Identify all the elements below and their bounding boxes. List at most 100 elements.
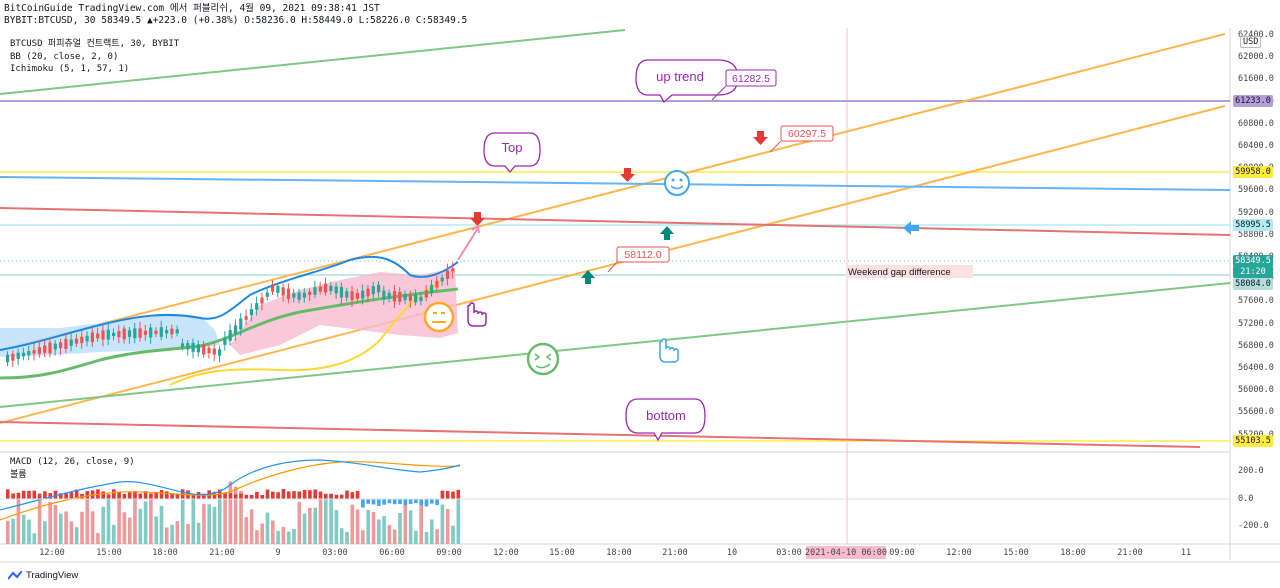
tradingview-logo[interactable]: TradingView — [8, 570, 78, 581]
arrow-down-icon[interactable] — [753, 131, 768, 145]
price-label-58112[interactable]: 58112.0 — [607, 246, 670, 273]
volume-bar — [286, 531, 291, 544]
orange-lower-channel[interactable] — [0, 105, 1226, 424]
macd-histogram-bar — [408, 499, 413, 504]
volume-bar — [207, 504, 211, 544]
volume-bar — [101, 506, 105, 544]
arrow-down-icon[interactable] — [470, 212, 485, 226]
price-tick: 58800.0 — [1238, 229, 1274, 240]
green-lower-trendline[interactable] — [0, 282, 1231, 408]
macd-histogram-bar — [228, 493, 233, 499]
candle-body — [202, 344, 206, 355]
candle-body — [339, 286, 344, 298]
macd-histogram-bar — [286, 491, 291, 499]
volume-bar — [249, 509, 254, 544]
up-trend-callout[interactable]: up trend — [635, 59, 739, 104]
price-tick: 57600.0 — [1238, 296, 1274, 307]
candle-body — [255, 303, 259, 310]
volume-bar — [16, 495, 21, 544]
time-tick: 09:00 — [889, 548, 915, 558]
macd-histogram-bar — [276, 492, 280, 499]
macd-histogram-bar — [339, 494, 344, 499]
macd-histogram-bar — [11, 493, 15, 499]
volume-bar — [32, 533, 37, 544]
volume-bar — [377, 519, 381, 544]
volume-bar — [408, 510, 413, 544]
bb-legend[interactable]: BB (20, close, 2, 0) — [10, 52, 119, 62]
arrow-up-icon[interactable] — [581, 270, 595, 284]
symbol-legend[interactable]: BTCUSD 퍼피츄얼 컨트랙트, 30, BYBIT — [10, 39, 180, 49]
macd-histogram-bar — [170, 493, 174, 499]
macd-histogram-bar — [424, 499, 429, 507]
volume-bar — [154, 516, 158, 544]
candle-body — [377, 284, 381, 293]
green-upper-trendline[interactable] — [0, 29, 626, 95]
axis-price-label[interactable]: 21:20 — [1233, 266, 1273, 278]
bottom-callout[interactable]: bottom — [625, 398, 706, 442]
arrow-down-icon[interactable] — [620, 168, 635, 182]
pointing-hand-icon[interactable] — [467, 302, 487, 327]
smiley-neutral-icon[interactable] — [423, 301, 455, 333]
price-label-61282[interactable]: 61282.5 — [711, 69, 777, 101]
time-tick: 11 — [1180, 548, 1192, 558]
volume-bar — [186, 524, 190, 544]
top-callout[interactable]: Top — [483, 132, 541, 174]
candle-body — [196, 344, 200, 353]
pink-arrow-line[interactable] — [457, 227, 479, 261]
volume-bar — [239, 490, 243, 544]
currency-label[interactable]: USD — [1240, 36, 1262, 48]
price-tick: 62000.0 — [1238, 52, 1274, 63]
macd-histogram-bar — [440, 490, 445, 499]
arrow-up-icon[interactable] — [660, 226, 674, 240]
candle-body — [154, 330, 158, 334]
candle-body — [101, 330, 105, 340]
candle-body — [90, 332, 94, 343]
volume-bar — [233, 486, 238, 544]
axis-price-label[interactable]: 55103.5 — [1233, 435, 1273, 447]
volume-bar — [196, 522, 201, 544]
axis-price-label[interactable]: 58084.0 — [1233, 278, 1273, 290]
price-tick: 56400.0 — [1238, 363, 1274, 373]
candle-body — [271, 284, 275, 292]
candle-body — [292, 293, 296, 298]
candle-body — [345, 291, 349, 298]
volume-bar — [6, 520, 10, 544]
macd-histogram-bar — [74, 489, 79, 499]
axis-price-label[interactable]: 59958.0 — [1233, 166, 1273, 178]
candle-body — [281, 287, 285, 296]
svg-text:61282.5: 61282.5 — [732, 73, 770, 85]
macd-legend[interactable]: MACD (12, 26, close, 9) — [10, 457, 135, 467]
volume-bar — [228, 481, 233, 544]
publish-info: BitCoinGuide TradingView.com 에서 퍼블리쉬, 4월… — [4, 3, 380, 14]
smiley-happy-icon[interactable] — [664, 170, 690, 196]
volume-bar — [392, 529, 397, 544]
volume-bar — [366, 509, 370, 544]
ohlc-info: BYBIT:BTCUSD, 30 58349.5 ▲+223.0 (+0.38%… — [4, 15, 468, 26]
volume-legend[interactable]: 볼륨 — [10, 470, 27, 480]
price-label-60297[interactable]: 60297.5 — [769, 125, 834, 153]
macd-histogram-bar — [21, 490, 26, 499]
axis-price-label[interactable]: 58995.5 — [1233, 219, 1273, 231]
red-upper-trendline[interactable] — [0, 207, 1231, 236]
axis-price-label[interactable]: 58349.5 — [1233, 255, 1273, 267]
macd-histogram-bar — [101, 491, 105, 499]
arrow-left-icon[interactable] — [903, 221, 919, 235]
red-lower-trendline[interactable] — [0, 421, 1201, 448]
price-tick: 57200.0 — [1238, 318, 1274, 329]
time-tick: 15:00 — [1003, 548, 1029, 558]
volume-bar — [138, 508, 143, 544]
time-tick: 18:00 — [152, 548, 178, 558]
pointing-hand-icon[interactable] — [659, 338, 679, 363]
volume-bar — [297, 501, 302, 544]
volume-bar — [345, 531, 349, 544]
smiley-dizzy-icon[interactable] — [526, 342, 560, 376]
weekend-gap-label[interactable]: Weekend gap difference — [846, 265, 973, 278]
svg-text:60297.5: 60297.5 — [788, 128, 826, 140]
volume-bar — [149, 496, 153, 544]
volume-bar — [302, 513, 307, 544]
ichimoku-legend[interactable]: Ichimoku (5, 1, 57, 1) — [10, 64, 130, 74]
axis-price-label[interactable]: 61233.0 — [1233, 95, 1273, 107]
orange-upper-channel[interactable] — [0, 33, 1226, 351]
blue-trendline[interactable] — [0, 176, 1231, 191]
